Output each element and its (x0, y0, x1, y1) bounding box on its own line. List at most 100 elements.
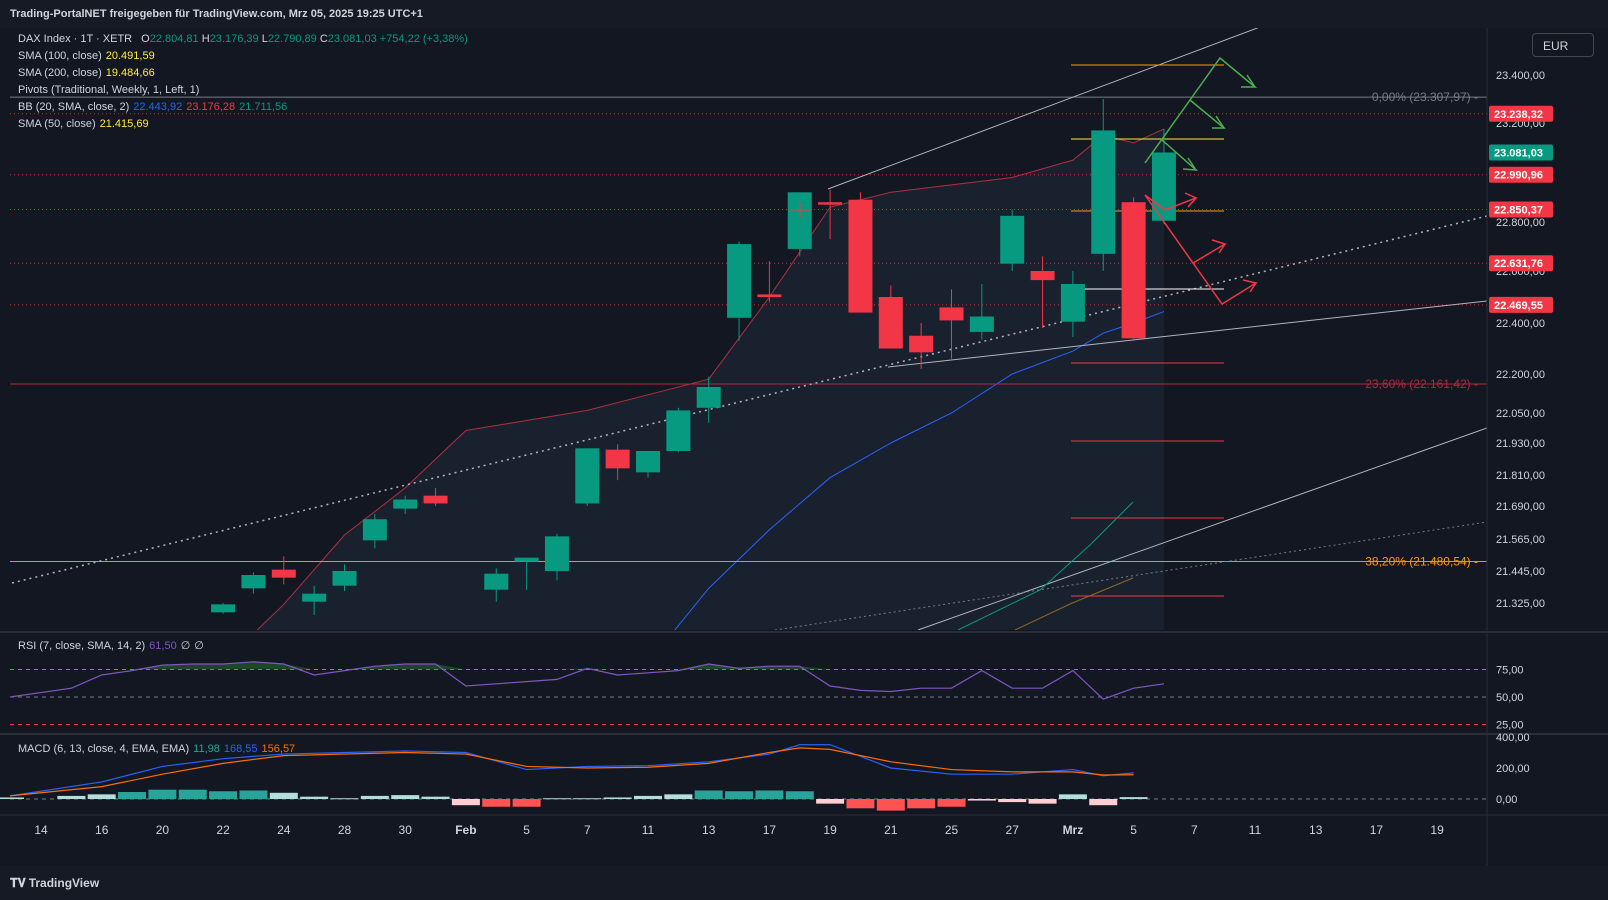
candle-body (484, 573, 509, 590)
forecast-arrow-green-1-head (1246, 74, 1256, 88)
time-axis-tick: 13 (702, 823, 716, 837)
macd-histogram-bar (876, 799, 905, 811)
time-axis-tick: 28 (338, 823, 352, 837)
macd-axis-tick: 400,00 (1496, 732, 1530, 744)
price-axis-tick: 21.325,00 (1496, 598, 1545, 610)
macd-histogram-bar (694, 790, 723, 799)
time-axis-tick: 19 (1430, 823, 1444, 837)
close-value: 23.081,03 (327, 33, 377, 45)
legend-sma200[interactable]: SMA (200, close) 19.484,66 (18, 65, 155, 82)
fib-label-2: 38,20% (21.480,54) - (1365, 555, 1478, 569)
time-axis-tick: 20 (156, 823, 170, 837)
forecast-arrow-red-1 (1144, 192, 1198, 211)
open-value: 22.804,81 (149, 33, 199, 45)
pivots-label: Pivots (Traditional, Weekly, 1, Left, 1) (18, 84, 200, 96)
rsi-axis-tick: 25,00 (1496, 720, 1524, 732)
bollinger-band-fill (41, 128, 1164, 630)
macd-histogram-bar (907, 799, 936, 809)
legend-pivots[interactable]: Pivots (Traditional, Weekly, 1, Left, 1) (18, 82, 199, 99)
time-axis-tick: 21 (884, 823, 898, 837)
forecast-arrow-red-1-head (1187, 197, 1197, 208)
macd-histogram-bar (967, 799, 996, 801)
price-axis-tick: 22.800,00 (1496, 217, 1545, 229)
sma100-label: SMA (100, close) (18, 50, 102, 62)
price-label-1: 23.081,03 (1494, 147, 1543, 159)
time-axis-tick: 27 (1006, 823, 1020, 837)
candle-body (605, 449, 630, 469)
legend-bb[interactable]: BB (20, SMA, close, 2) 22.443,92 23.176,28… (18, 99, 287, 116)
macd-histogram-bar (1058, 794, 1087, 799)
open-label: O (141, 33, 150, 45)
macd-histogram-bar (451, 799, 480, 806)
macd-line (9, 744, 1134, 797)
tradingview-brand: TradingView (28, 876, 100, 890)
candle-body (757, 294, 782, 297)
symbol-label[interactable]: DAX Index · 1T · XETR (18, 33, 133, 45)
candle-body (514, 557, 539, 562)
time-axis-tick: 5 (1130, 823, 1137, 837)
legend-sma50[interactable]: SMA (50, close) 21.415,69 (18, 116, 149, 133)
macd-histogram-bar (300, 796, 329, 799)
macd-histogram-bar (57, 795, 86, 799)
candle-body (544, 536, 569, 571)
forecast-arrow-green-1 (1144, 56, 1258, 164)
macd-histogram-bar (118, 792, 147, 799)
support-line-long (917, 427, 1487, 630)
sma200-value: 19.484,66 (105, 67, 155, 79)
macd-histogram-bar (87, 794, 116, 799)
macd-value: 168,55 (223, 743, 258, 755)
price-axis-tick: 21.690,00 (1496, 501, 1545, 513)
time-axis-tick: 24 (277, 823, 291, 837)
price-axis-tick: 21.445,00 (1496, 566, 1545, 578)
candle-body (818, 202, 843, 205)
price-label-bg-2 (1489, 166, 1553, 183)
macd-signal-line (9, 747, 1134, 797)
tradingview-logo-icon: 𝐓𝐕 (10, 876, 26, 890)
macd-histogram-bar (1119, 797, 1148, 799)
macd-hist-value: 11,98 (193, 743, 220, 755)
macd-histogram-bar (239, 790, 268, 799)
macd-histogram-bar (421, 796, 450, 799)
tradingview-logo[interactable]: 𝐓𝐕 TradingView (10, 876, 99, 891)
macd-histogram-bar (209, 791, 238, 799)
price-label-0: 23.238,32 (1494, 109, 1543, 121)
price-axis-tick: 21.810,00 (1496, 470, 1545, 482)
macd-histogram-bar (785, 791, 814, 799)
time-axis-tick: 13 (1309, 823, 1323, 837)
candle-body (636, 451, 660, 473)
time-axis-tick: 7 (1191, 823, 1198, 837)
price-label-5: 22.469,55 (1494, 300, 1543, 312)
sma50-value: 21.415,69 (99, 118, 149, 130)
candle-body (362, 519, 387, 541)
legend-rsi[interactable]: RSI (7, close, SMA, 14, 2) 61,50 ∅ ∅ (18, 638, 204, 655)
currency-button[interactable]: EUR (1532, 33, 1594, 57)
price-label-bg-0 (1489, 105, 1553, 122)
legend-sma100[interactable]: SMA (100, close) 20.491,59 (18, 48, 155, 65)
time-axis-tick: Feb (455, 823, 476, 837)
legend-macd[interactable]: MACD (6, 13, close, 4, EMA, EMA) 11,98 168… (18, 741, 295, 758)
time-axis-tick: Mrz (1063, 823, 1084, 837)
macd-histogram-bar (634, 795, 662, 799)
macd-histogram-bar (148, 789, 177, 799)
sma50-line (674, 311, 1165, 630)
time-axis-tick: 17 (1370, 823, 1384, 837)
macd-label: MACD (6, 13, close, 4, EMA, EMA) (18, 743, 190, 755)
footer-bar: 𝐓𝐕 TradingView (0, 866, 1608, 900)
time-axis-tick: 30 (399, 823, 413, 837)
macd-histogram-bar (725, 791, 754, 799)
channel-lower-line (887, 300, 1487, 368)
candle-body (727, 244, 752, 318)
macd-histogram-bar (391, 795, 420, 799)
macd-axis-tick: 200,00 (1496, 763, 1530, 775)
macd-histogram-bar (482, 799, 511, 807)
price-label-bg-1 (1489, 144, 1553, 161)
time-axis-tick: 22 (216, 823, 230, 837)
high-label: H (201, 33, 210, 45)
change-value: +754,22 (+3,38%) (379, 33, 468, 45)
high-value: 23.176,39 (209, 33, 259, 45)
sma50-label: SMA (50, close) (18, 118, 96, 130)
macd-histogram-bar (0, 797, 24, 799)
candle-body (909, 335, 934, 353)
macd-histogram-bar (1089, 799, 1118, 806)
